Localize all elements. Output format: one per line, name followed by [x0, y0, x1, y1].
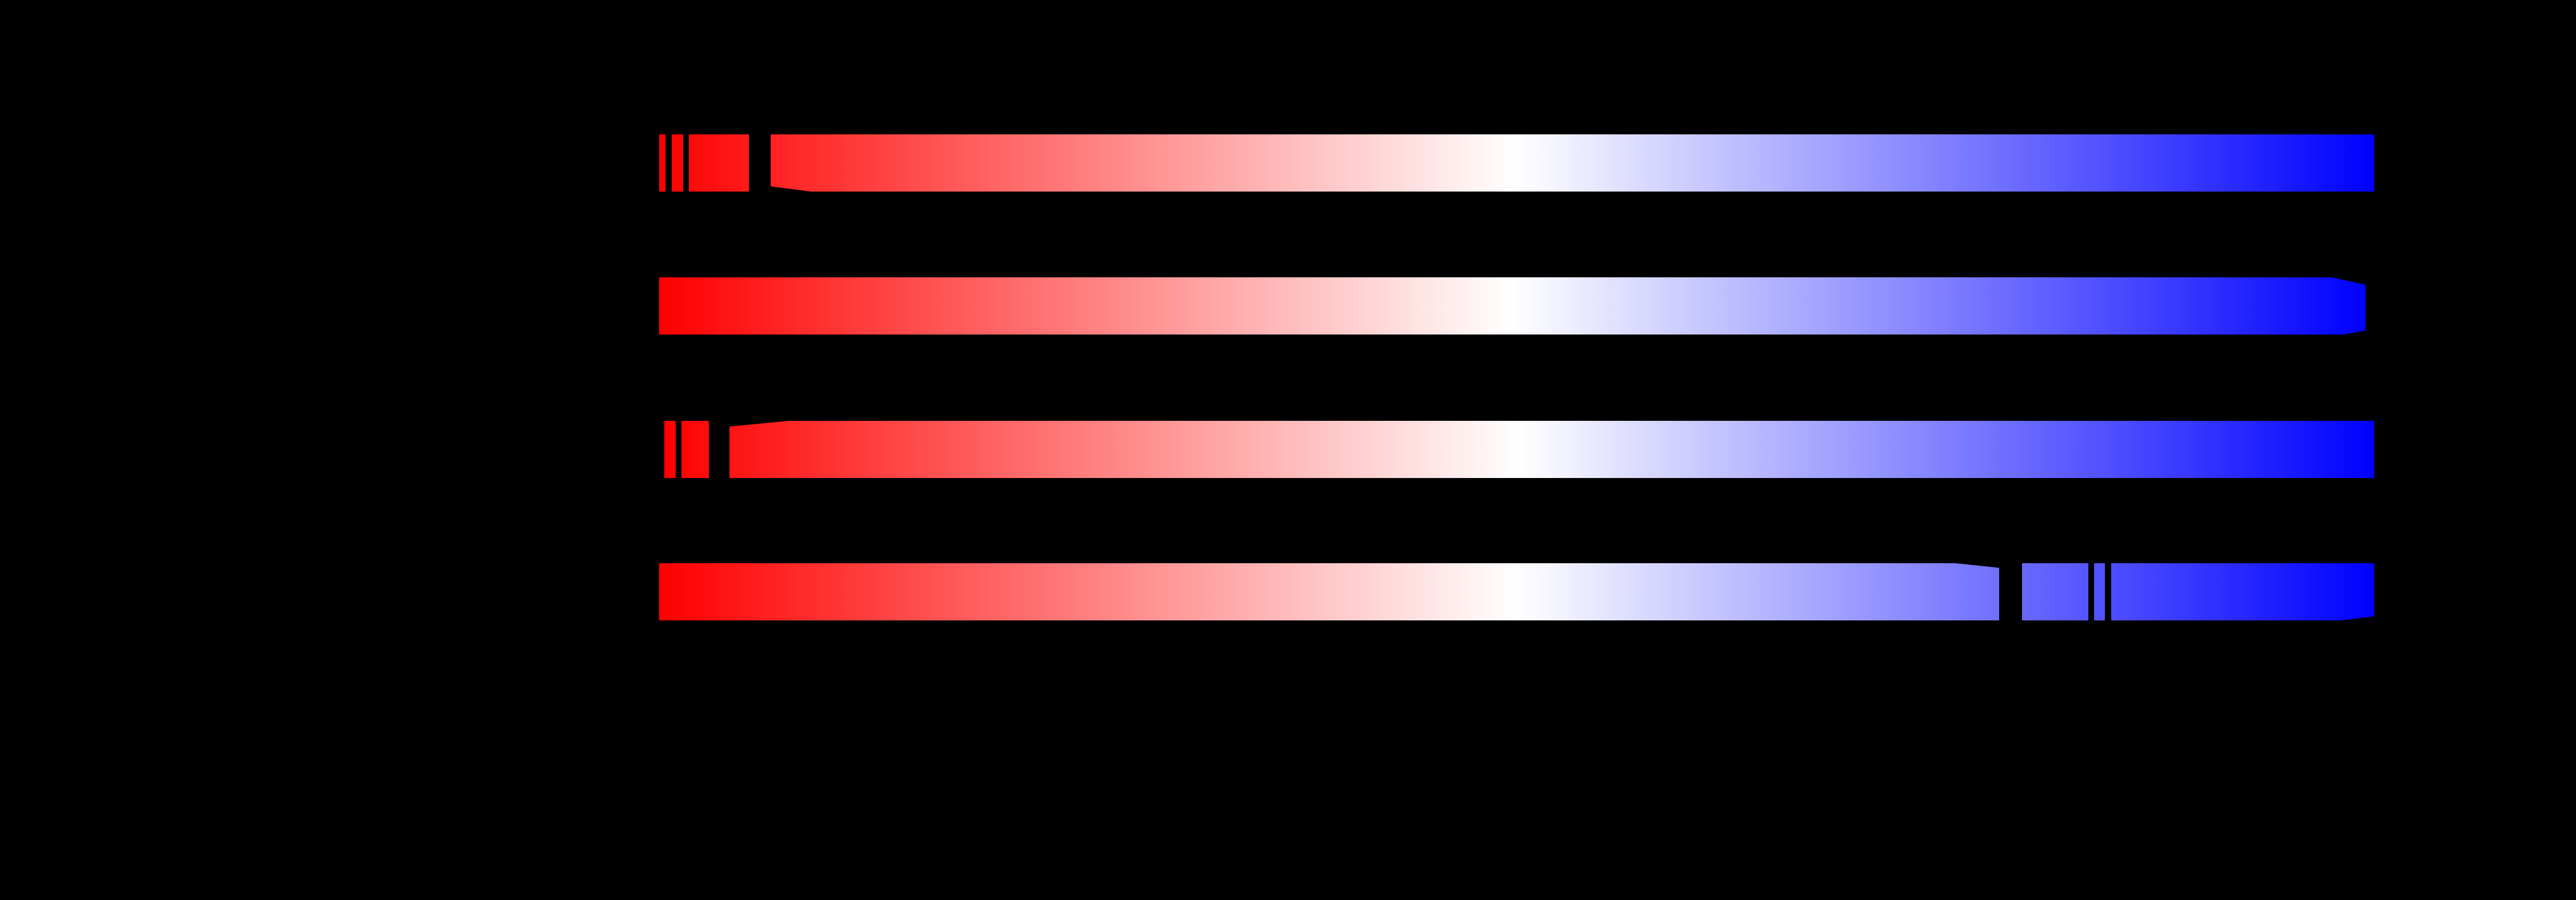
gradient-track-2: [659, 277, 2366, 334]
track-4-gap: [2088, 563, 2094, 620]
track-1-gap: [749, 134, 771, 192]
track-3-gap: [709, 421, 729, 478]
track-1-taper: [771, 186, 811, 192]
track-2-taper: [2331, 277, 2366, 285]
track-3-gap: [676, 421, 681, 478]
track-1-gap: [665, 134, 672, 192]
track-4-gap: [1999, 563, 2022, 620]
track-2-taper: [2344, 330, 2366, 334]
track-4-taper: [1955, 563, 1999, 568]
track-1-gap: [683, 134, 689, 192]
track-4-gap: [2105, 563, 2111, 620]
gradient-track-1: [659, 134, 2374, 192]
track-3-taper: [729, 421, 789, 427]
track-4-taper: [2341, 616, 2374, 620]
gradient-track-3: [664, 421, 2374, 478]
gradient-track-4: [659, 563, 2374, 620]
